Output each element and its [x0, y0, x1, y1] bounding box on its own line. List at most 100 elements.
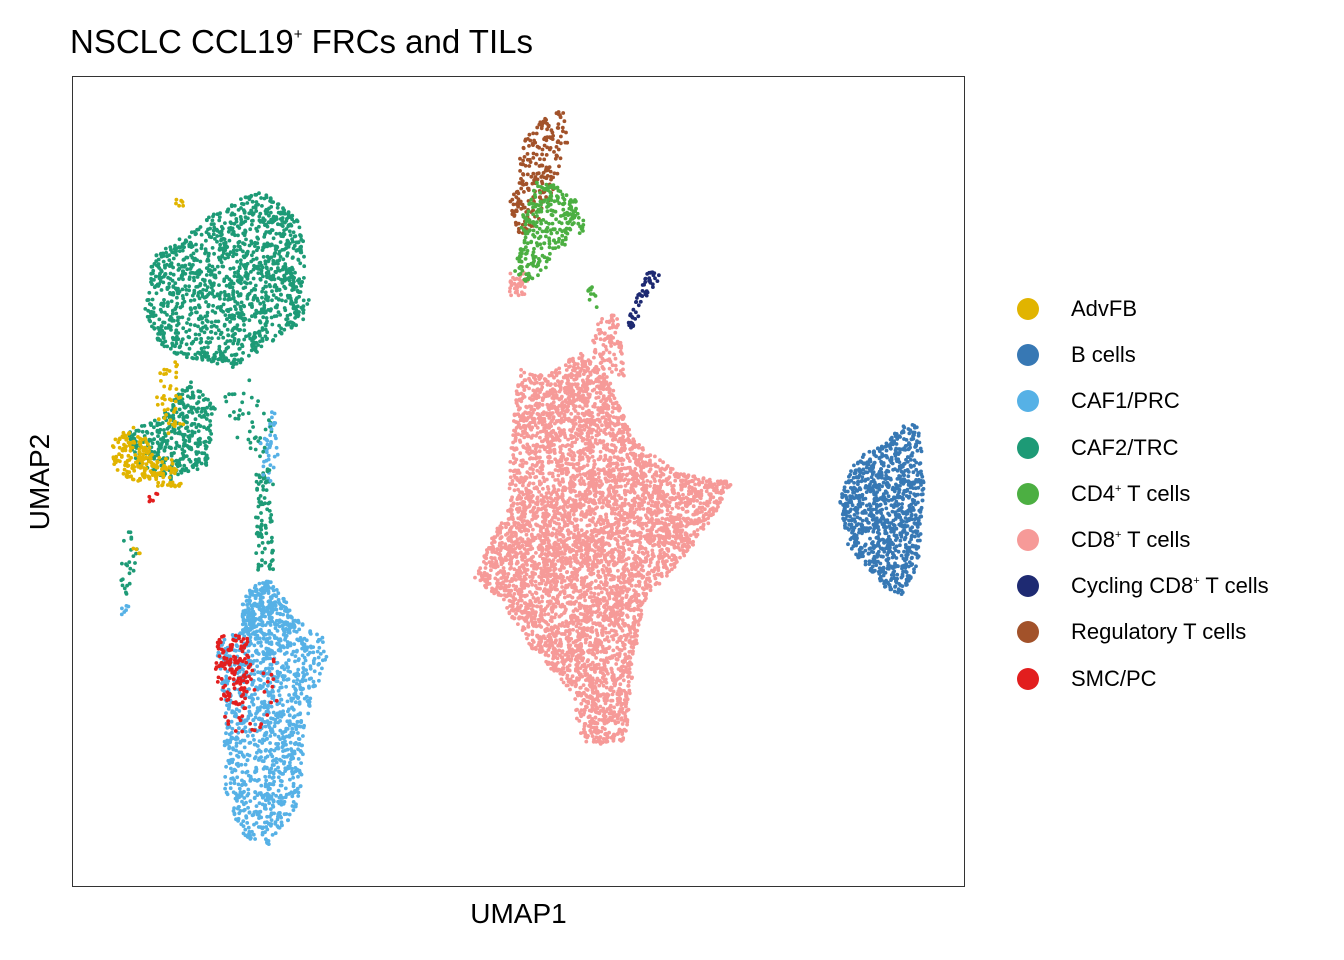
cell-point: [486, 576, 491, 581]
cell-point: [685, 496, 690, 501]
cell-point: [510, 577, 514, 581]
cell-point: [575, 659, 580, 664]
cell-point: [640, 575, 645, 580]
cell-point: [583, 389, 588, 394]
cell-point: [640, 487, 644, 491]
cell-point: [531, 397, 535, 402]
cell-point: [538, 635, 543, 639]
cell-point: [918, 470, 922, 475]
cell-point: [916, 433, 921, 438]
cell-point: [538, 375, 543, 380]
cell-point: [586, 699, 590, 704]
cell-point: [521, 458, 525, 463]
cell-point: [579, 576, 584, 580]
cell-point: [582, 727, 586, 732]
cell-point: [882, 521, 887, 525]
cell-point: [658, 551, 663, 556]
cell-point: [910, 525, 915, 530]
cell-point: [564, 583, 568, 588]
cell-point: [876, 549, 881, 554]
cell-point: [606, 562, 611, 567]
cell-point: [607, 645, 612, 649]
cell-point: [514, 541, 519, 546]
cell-point: [894, 499, 899, 504]
cell-point: [871, 478, 876, 482]
cell-point: [604, 576, 608, 581]
cell-point: [694, 518, 699, 523]
cell-point: [627, 547, 631, 552]
cell-point: [582, 482, 587, 487]
cell-point: [879, 554, 883, 559]
cell-point: [681, 507, 685, 512]
cell-point: [665, 570, 669, 575]
cell-point: [561, 680, 566, 685]
cell-point: [684, 524, 688, 529]
cell-point: [563, 433, 567, 438]
cell-point: [668, 511, 673, 515]
cell-point: [511, 440, 515, 445]
cell-point: [585, 434, 590, 438]
cell-point: [871, 550, 876, 554]
cell-point: [558, 445, 562, 449]
cell-point: [606, 639, 611, 644]
cell-point: [850, 530, 854, 535]
cell-point: [868, 486, 872, 491]
cell-point: [508, 460, 513, 464]
cell-point: [533, 373, 537, 378]
cell-point: [530, 629, 535, 634]
cell-point: [670, 567, 674, 572]
cell-point: [691, 504, 696, 509]
cell-point: [596, 569, 601, 574]
cell-point: [612, 352, 616, 357]
cell-point: [847, 474, 851, 479]
cell-point: [848, 486, 853, 490]
cell-point: [512, 573, 517, 578]
cell-point: [896, 549, 901, 554]
cell-point: [885, 455, 890, 460]
cell-point: [639, 534, 643, 539]
cell-point: [504, 533, 508, 537]
cell-point: [598, 337, 603, 342]
cell-point: [898, 538, 903, 543]
cell-point: [499, 521, 504, 526]
cell-point: [671, 483, 676, 488]
cell-point: [636, 622, 641, 627]
cell-point: [665, 499, 669, 503]
cell-point: [543, 612, 547, 617]
cell-point: [608, 585, 613, 590]
cell-point: [512, 616, 517, 620]
cell-point: [598, 440, 603, 445]
cell-point: [574, 690, 579, 695]
cell-point: [492, 591, 497, 596]
cell-point: [889, 578, 893, 582]
cell-point: [645, 479, 650, 483]
cell-point: [534, 604, 539, 609]
cell-point: [897, 582, 902, 586]
cell-point: [601, 564, 606, 568]
cell-point: [527, 489, 532, 493]
cell-point: [912, 481, 917, 485]
cell-point: [906, 474, 911, 479]
cell-point: [489, 568, 493, 573]
cell-point: [531, 506, 536, 511]
cell-point: [520, 557, 525, 562]
cell-point: [679, 520, 683, 525]
cell-point: [579, 518, 584, 522]
cell-point: [526, 483, 531, 488]
cell-point: [852, 463, 856, 468]
cell-point: [569, 478, 573, 483]
cell-point: [617, 616, 622, 621]
cell-point: [628, 503, 633, 508]
cell-point: [576, 365, 580, 370]
cell-point: [598, 704, 603, 709]
cell-point: [857, 486, 862, 490]
cell-point: [537, 455, 541, 460]
cell-point: [695, 528, 700, 532]
cell-point: [625, 481, 630, 486]
cell-point: [525, 442, 530, 447]
cell-point: [517, 398, 522, 402]
cell-point: [493, 565, 498, 570]
cell-point: [541, 475, 546, 480]
cell-point: [592, 355, 596, 360]
cell-point: [565, 570, 570, 574]
